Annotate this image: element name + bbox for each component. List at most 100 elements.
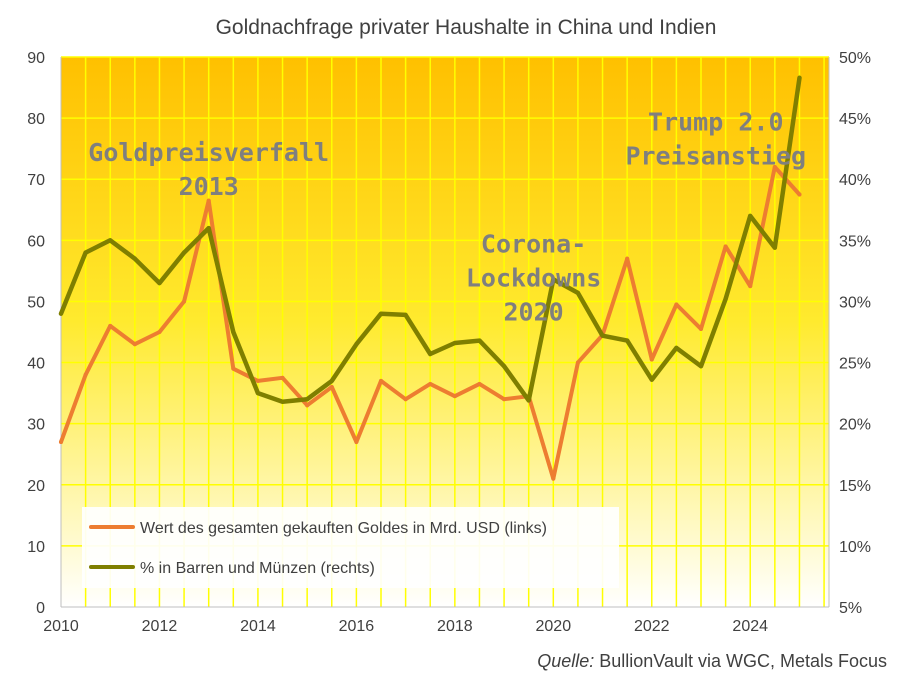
- data-point: [748, 213, 753, 218]
- y-right-tick-label: 50%: [839, 50, 871, 67]
- data-point: [502, 364, 507, 369]
- data-point: [723, 244, 728, 249]
- data-point: [625, 338, 630, 343]
- data-point: [600, 333, 605, 338]
- data-point: [649, 357, 654, 362]
- data-point: [674, 345, 679, 350]
- source-label: Quelle:: [537, 651, 595, 671]
- data-point: [59, 311, 63, 316]
- data-point: [157, 281, 162, 286]
- y-left-tick-label: 80: [27, 111, 45, 128]
- data-point: [772, 165, 777, 169]
- data-point: [108, 323, 113, 328]
- data-point: [132, 256, 137, 261]
- x-tick-label: 2018: [437, 618, 473, 635]
- data-point: [354, 440, 359, 444]
- data-point: [502, 397, 507, 402]
- data-point: [797, 192, 802, 197]
- data-point: [182, 250, 187, 255]
- y-right-tick-label: 20%: [839, 417, 871, 434]
- series-layer: [58, 75, 802, 481]
- data-point: [723, 297, 728, 301]
- annotations: Goldpreisverfall 2013 Corona-Lockdowns 2020…: [88, 107, 806, 326]
- x-tick-label: 2016: [339, 618, 375, 635]
- data-point: [329, 378, 334, 383]
- y-right-tick-label: 30%: [839, 294, 871, 311]
- data-point: [428, 381, 433, 386]
- data-point: [280, 375, 285, 380]
- data-point: [59, 440, 63, 444]
- y-right-tick-label: 35%: [839, 233, 871, 250]
- y-left-tick-label: 30: [27, 417, 45, 434]
- axes: 2010 2012 2014 2016 2018 2020 2022 2024 0 10 20 30 4…: [27, 50, 871, 635]
- data-point: [83, 250, 88, 255]
- data-point: [477, 381, 482, 386]
- data-point: [231, 330, 236, 334]
- data-point: [231, 366, 236, 371]
- source-text: BullionVault via WGC, Metals Focus: [594, 651, 887, 671]
- data-point: [674, 302, 679, 307]
- data-point: [551, 277, 556, 282]
- data-point: [305, 403, 310, 408]
- data-point: [83, 372, 88, 377]
- x-tick-label: 2010: [43, 618, 79, 635]
- y-right-tick-label: 40%: [839, 172, 871, 189]
- y-left-tick-label: 20: [27, 478, 45, 495]
- data-point: [575, 290, 580, 295]
- data-point: [551, 476, 556, 481]
- x-tick-label: 2020: [536, 618, 572, 635]
- data-point: [379, 311, 383, 316]
- data-point: [329, 385, 334, 389]
- x-tick-label: 2024: [732, 618, 768, 635]
- y-left-tick-label: 70: [27, 172, 45, 189]
- source-note: Quelle: BullionVault via WGC, Metals Foc…: [537, 651, 887, 672]
- legend-label-share: % in Barren und Münzen (rechts): [140, 560, 375, 577]
- data-point: [699, 364, 703, 369]
- x-tick-label: 2012: [142, 618, 178, 635]
- data-point: [452, 341, 457, 345]
- y-left-tick-label: 0: [36, 600, 45, 617]
- data-point: [772, 245, 777, 250]
- data-point: [157, 330, 162, 334]
- data-point: [206, 198, 211, 203]
- chart-annotation: Corona-Lockdowns 2020: [466, 230, 601, 327]
- y-left-tick-label: 60: [27, 233, 45, 250]
- y-left-tick-label: 50: [27, 294, 45, 311]
- legend: Wert des gesamten gekauften Goldes in Mr…: [82, 507, 619, 588]
- data-point: [428, 352, 433, 356]
- chart-annotation: Goldpreisverfall 2013: [88, 138, 329, 201]
- data-point: [403, 397, 408, 402]
- y-right-tick-label: 15%: [839, 478, 871, 495]
- x-tick-label: 2022: [634, 618, 670, 635]
- data-point: [379, 378, 383, 383]
- y-left-tick-label: 10: [27, 539, 45, 556]
- y-left-tick-label: 40: [27, 356, 45, 373]
- y-right-tick-label: 10%: [839, 539, 871, 556]
- data-point: [403, 312, 408, 317]
- chart-title: Goldnachfrage privater Haushalte in Chin…: [216, 16, 717, 39]
- data-point: [354, 342, 359, 347]
- data-point: [255, 391, 260, 396]
- data-point: [575, 360, 580, 365]
- data-point: [699, 326, 703, 331]
- data-point: [255, 378, 260, 383]
- data-point: [206, 226, 211, 231]
- data-point: [748, 284, 753, 289]
- legend-box: [82, 507, 619, 588]
- y-right-tick-label: 45%: [839, 111, 871, 128]
- data-point: [132, 342, 137, 347]
- data-point: [280, 399, 285, 404]
- y-left-tick-label: 90: [27, 50, 45, 67]
- legend-label-value: Wert des gesamten gekauften Goldes in Mr…: [140, 520, 547, 537]
- data-point: [452, 394, 457, 399]
- chart-annotation: Trump 2.0 Preisanstieg: [625, 107, 806, 170]
- data-point: [108, 238, 113, 243]
- data-point: [625, 256, 630, 261]
- data-point: [477, 338, 482, 343]
- data-point: [182, 299, 187, 304]
- data-point: [526, 398, 531, 403]
- data-point: [305, 397, 310, 402]
- y-right-tick-label: 25%: [839, 356, 871, 373]
- data-point: [797, 75, 802, 80]
